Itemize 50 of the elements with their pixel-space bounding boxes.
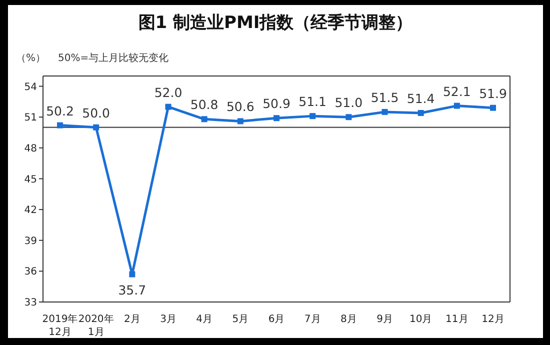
point [346, 114, 352, 120]
data-label: 51.5 [370, 90, 399, 105]
point [129, 271, 136, 278]
chart-title: 图1 制造业PMI指数（经季节调整） [137, 12, 414, 34]
y-tick-label: 51 [24, 112, 37, 124]
point [274, 115, 280, 122]
y-tick-label: 42 [24, 205, 37, 216]
x-tick-label: 2019年 12月 [42, 313, 78, 338]
y-axis-title: （%） [16, 52, 46, 65]
x-tick-label: 6月 [268, 314, 285, 325]
y-tick-label: 54 [24, 82, 37, 93]
y-tick-label: 45 [24, 174, 37, 186]
x-tick-label: 9月 [376, 314, 393, 325]
data-label: 50.8 [190, 97, 218, 112]
x-tick-label: 8月 [340, 314, 357, 325]
point [382, 108, 388, 115]
x-tick-label: 10月 [409, 314, 432, 325]
data-label: 51.0 [334, 95, 363, 110]
y-tick-label: 36 [24, 266, 37, 278]
x-tick-label: 3月 [160, 314, 176, 325]
data-label: 35.7 [118, 282, 146, 298]
data-label: 51.4 [406, 90, 435, 106]
point [454, 102, 460, 109]
data-label: 50.6 [226, 99, 254, 114]
point [93, 124, 100, 130]
point [310, 113, 316, 120]
y-tick-label: 48 [24, 143, 37, 154]
x-tick-label: 11月 [446, 314, 468, 325]
data-label: 50.0 [82, 105, 110, 120]
x-tick-label: 4月 [196, 314, 213, 325]
y-tick-label: 39 [24, 236, 37, 247]
data-label: 51.1 [298, 94, 327, 110]
x-tick-label: 5月 [232, 314, 249, 325]
data-label: 50.9 [262, 96, 290, 112]
data-label: 52.0 [154, 84, 182, 100]
y-tick-label: 33 [24, 298, 37, 309]
data-label: 50.2 [46, 103, 74, 118]
data-label: 52.1 [442, 84, 471, 99]
point [418, 110, 424, 116]
point [237, 118, 244, 124]
x-tick-label: 2020年 1月 [78, 313, 114, 338]
point [490, 104, 496, 111]
text: 50%=与上月比较无变化 [58, 52, 169, 65]
data-label: 51.9 [479, 86, 507, 101]
x-tick-label: 7月 [304, 314, 321, 325]
x-tick-label: 12月 [482, 314, 504, 325]
point [57, 122, 63, 128]
point [165, 104, 172, 110]
point [201, 116, 208, 122]
x-tick-label: 2月 [124, 314, 140, 325]
